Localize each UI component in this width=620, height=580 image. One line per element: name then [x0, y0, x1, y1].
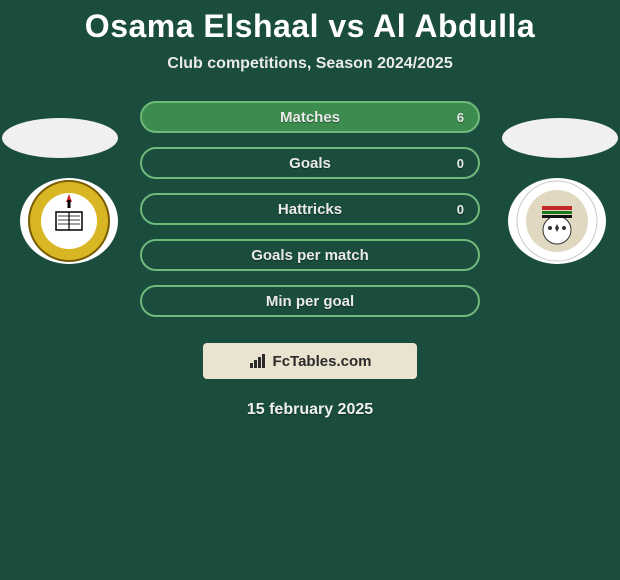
stat-value-right: 0	[457, 156, 464, 171]
player-avatar-left	[2, 118, 118, 158]
stats-list: Matches 6 Goals 0 Hattricks 0 Goals per match M…	[140, 101, 480, 317]
page-title: Osama Elshaal vs Al Abdulla	[0, 8, 620, 45]
stat-label: Matches	[280, 109, 340, 126]
stat-label: Hattricks	[278, 201, 342, 218]
stat-label: Min per goal	[266, 293, 354, 310]
attribution-text: FcTables.com	[273, 353, 372, 370]
stat-row: Hattricks 0	[140, 193, 480, 225]
attribution-badge: FcTables.com	[203, 343, 417, 379]
stat-value-right: 6	[457, 110, 464, 125]
chart-icon	[249, 353, 269, 369]
club-badge-left	[20, 178, 118, 264]
club-logo-right-icon	[514, 178, 600, 264]
date-label: 15 february 2025	[0, 401, 620, 419]
stat-label: Goals per match	[251, 247, 369, 264]
subtitle: Club competitions, Season 2024/2025	[0, 55, 620, 73]
player-avatar-right	[502, 118, 618, 158]
club-logo-left-icon	[26, 178, 112, 264]
club-badge-right	[508, 178, 606, 264]
stat-row: Goals per match	[140, 239, 480, 271]
stat-row: Goals 0	[140, 147, 480, 179]
stat-row: Matches 6	[140, 101, 480, 133]
stat-row: Min per goal	[140, 285, 480, 317]
stat-label: Goals	[289, 155, 331, 172]
stat-value-right: 0	[457, 202, 464, 217]
